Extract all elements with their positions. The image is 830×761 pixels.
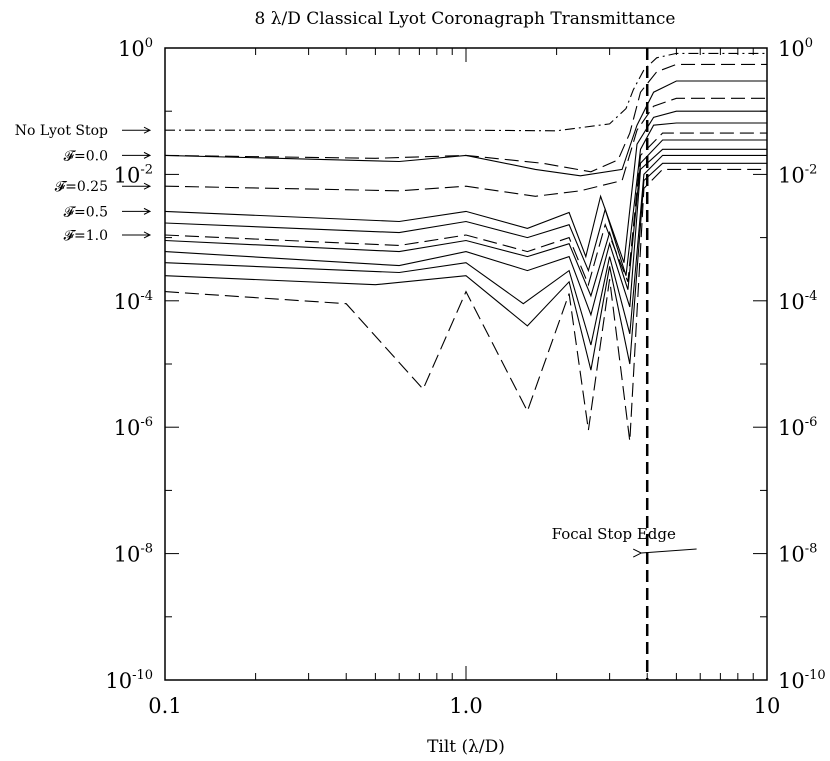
y-tick-label: 10-6 — [114, 415, 153, 440]
series-group — [164, 52, 767, 442]
left-label-arrow — [122, 151, 152, 159]
axis-ticks: 0.1 1.0 10 100 100 10-2 10-2 10-4 10-4 10-6 10-6 10… — [105, 36, 825, 718]
left-labels: No Lyot Stop 𝓕=0.0 𝓕=0.25 𝓕=0.5 𝓕=1.0 — [15, 123, 152, 244]
left-label-arrow — [122, 207, 152, 215]
plot-frame — [164, 47, 768, 681]
x-tick-label: 10 — [754, 694, 781, 718]
annotation-arrow — [632, 548, 697, 558]
y-tick-label: 100 — [778, 36, 813, 61]
series-line — [164, 122, 767, 276]
left-label: No Lyot Stop — [15, 123, 108, 139]
y-tick-label: 10-2 — [778, 162, 817, 187]
series-line — [164, 168, 767, 442]
left-label: 𝓕=0.5 — [64, 204, 108, 220]
chart-title: 8 λ/D Classical Lyot Coronagraph Transmi… — [254, 9, 675, 29]
x-axis-label: Tilt (λ/D) — [427, 737, 505, 757]
y-tick-label: 10-8 — [778, 542, 817, 567]
x-tick-label: 1.0 — [449, 694, 482, 718]
series-line — [164, 139, 767, 298]
y-tick-label: 10-4 — [114, 289, 153, 314]
series-line — [164, 154, 767, 346]
y-tick-label: 10-6 — [778, 415, 817, 440]
series-line — [164, 110, 767, 263]
series-line — [164, 80, 767, 177]
focal-stop-annotation: Focal Stop Edge — [552, 525, 676, 543]
y-tick-label: 10-8 — [114, 542, 153, 567]
series-line — [164, 97, 767, 197]
series-line — [164, 162, 767, 371]
left-label-arrow — [122, 231, 152, 239]
y-tick-label: 10-4 — [778, 289, 817, 314]
y-tick-label: 10-2 — [114, 162, 153, 187]
left-label: 𝓕=1.0 — [64, 228, 108, 244]
left-label: 𝓕=0.0 — [64, 148, 108, 164]
series-line — [164, 63, 767, 173]
series-line — [164, 148, 767, 317]
y-tick-label: 10-10 — [105, 668, 153, 693]
y-tick-label: 100 — [118, 36, 153, 61]
left-label: 𝓕=0.25 — [55, 179, 108, 195]
x-tick-label: 0.1 — [148, 694, 181, 718]
series-line — [165, 52, 767, 132]
left-label-arrow — [122, 182, 152, 190]
left-label-arrow — [122, 126, 152, 134]
y-tick-label: 10-10 — [778, 668, 826, 693]
